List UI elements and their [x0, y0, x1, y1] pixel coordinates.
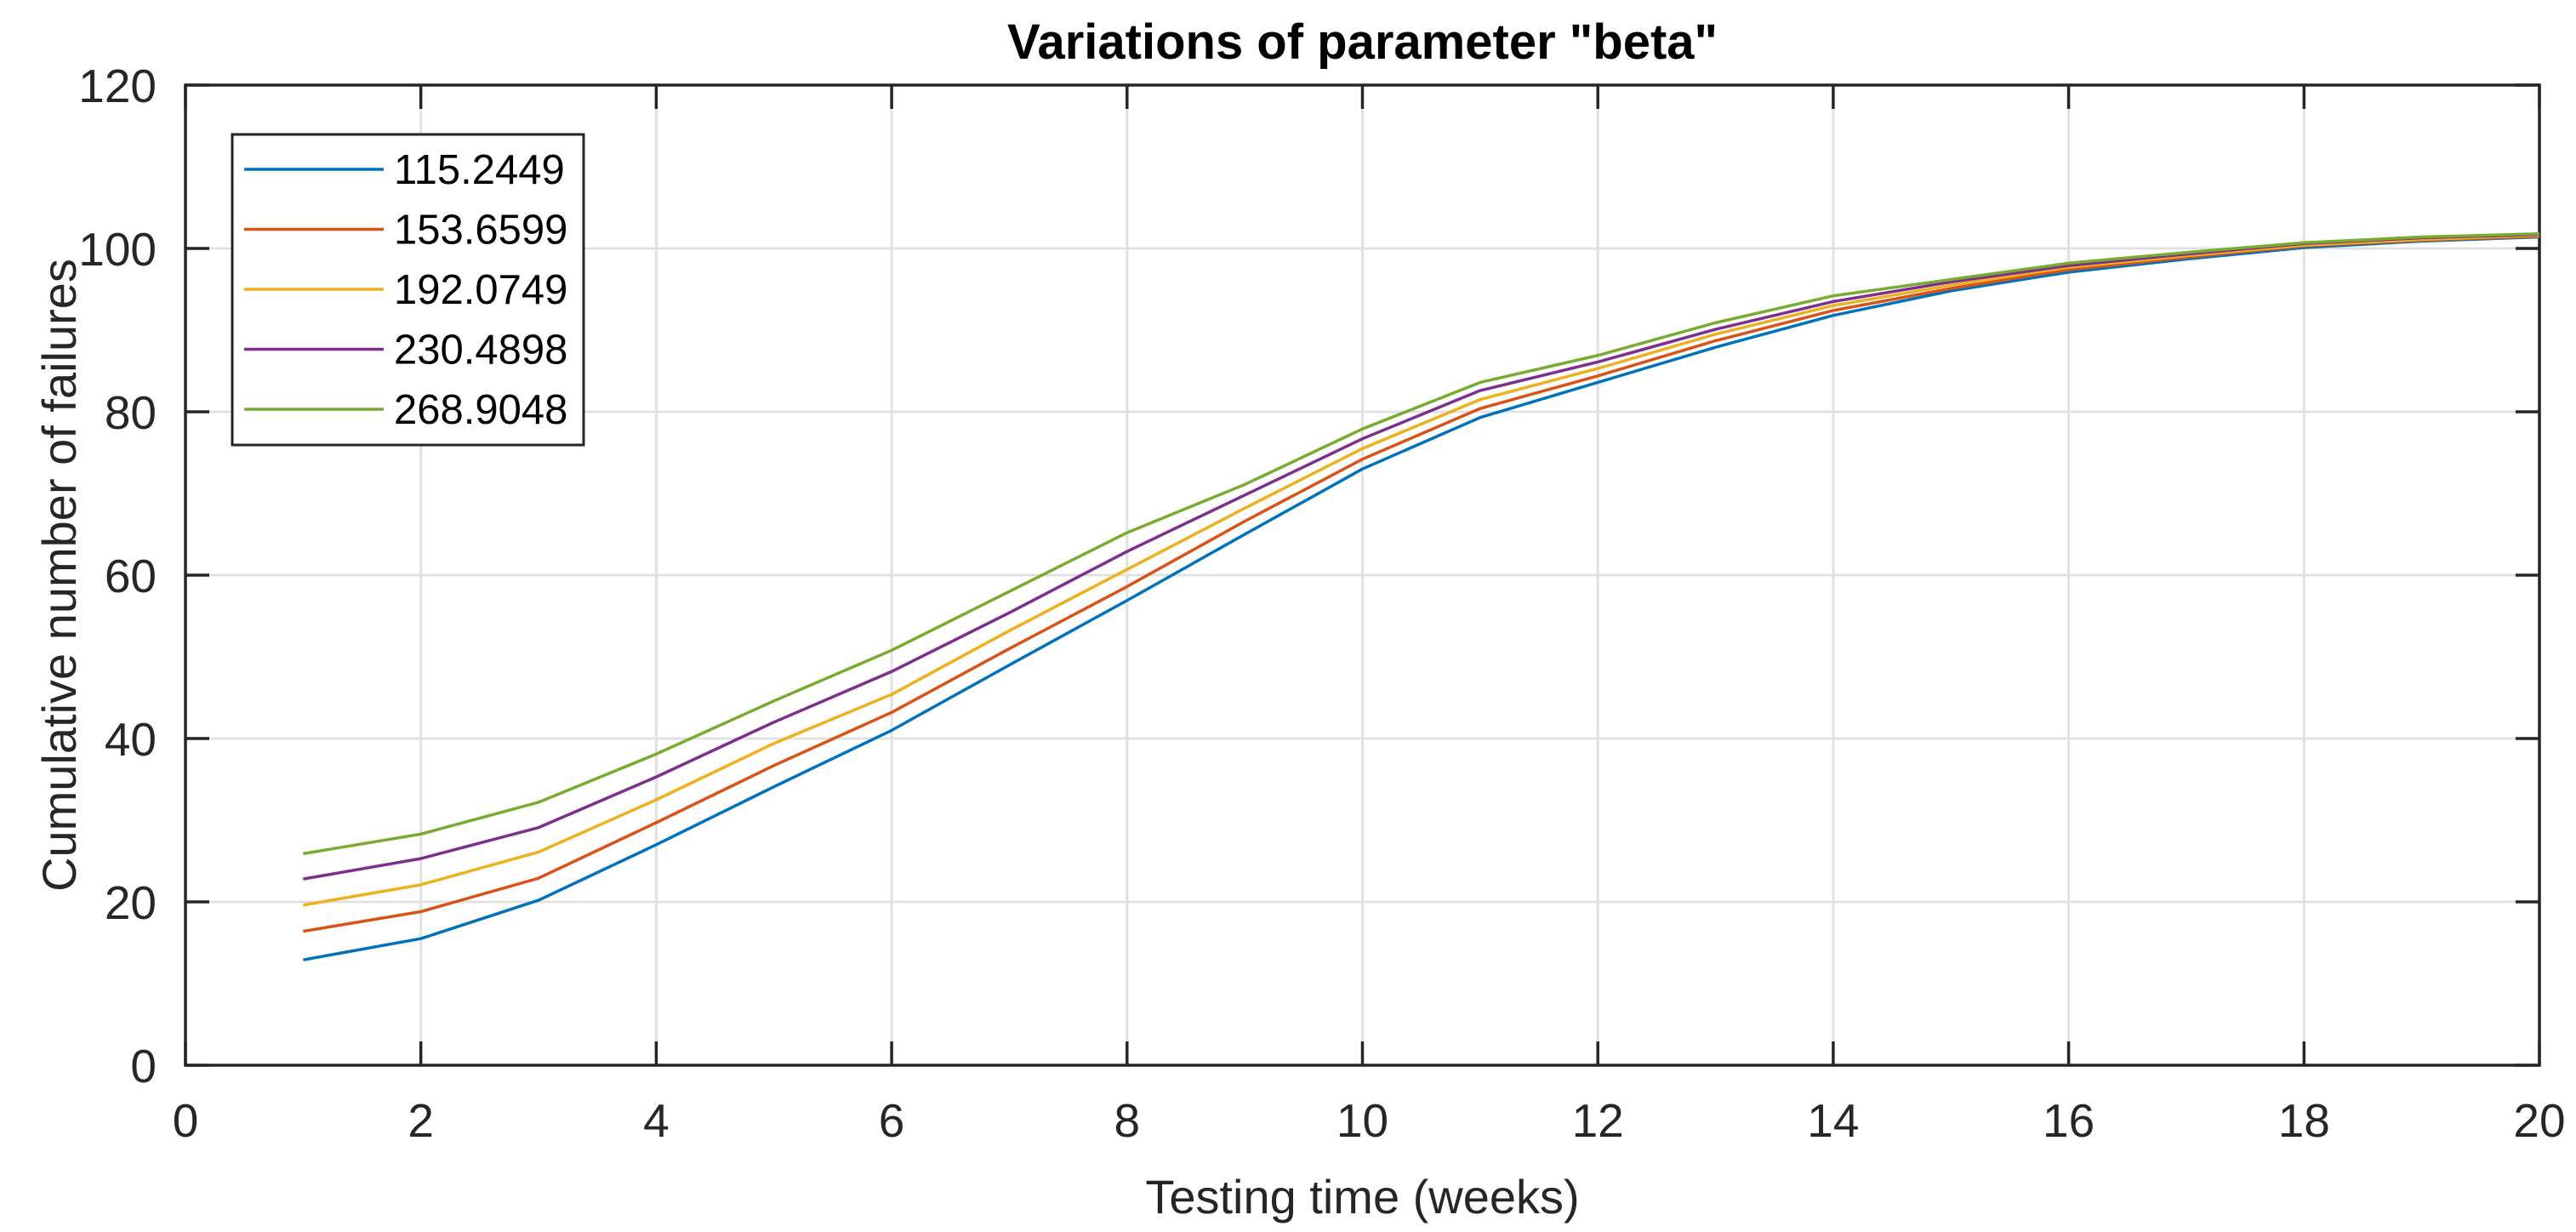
x-tick-label: 18 [2278, 1094, 2330, 1147]
legend-entry-label: 230.4898 [394, 328, 567, 374]
y-tick-label: 80 [105, 386, 157, 439]
series-line-230.4898 [303, 232, 2540, 881]
y-tick-label: 0 [130, 1040, 157, 1092]
x-tick-label: 10 [1336, 1094, 1388, 1147]
series-line-268.9048 [303, 231, 2540, 856]
y-tick-label: 60 [105, 550, 157, 602]
y-tick-label: 120 [78, 60, 157, 112]
x-tick-label: 14 [1807, 1094, 1859, 1147]
chart-title: Variations of parameter "beta" [1006, 14, 1718, 70]
y-axis-label: Cumulative number of failures [32, 259, 86, 892]
legend-entry-label: 192.0749 [394, 267, 567, 313]
x-tick-label: 8 [1114, 1094, 1141, 1147]
x-tick-label: 20 [2513, 1094, 2565, 1147]
x-axis-label: Testing time (weeks) [1145, 1170, 1580, 1223]
y-tick-label: 40 [105, 713, 157, 766]
series-line-192.0749 [303, 233, 2540, 907]
x-tick-label: 4 [643, 1094, 670, 1147]
x-tick-label: 6 [879, 1094, 905, 1147]
x-tick-label: 2 [407, 1094, 434, 1147]
series-line-115.2449 [303, 235, 2540, 961]
x-tick-label: 0 [173, 1094, 199, 1147]
legend-entry-label: 153.6599 [394, 208, 567, 254]
legend-entry-label: 115.2449 [394, 147, 565, 193]
y-tick-label: 100 [78, 223, 157, 276]
legend-entry-label: 268.9048 [394, 387, 567, 433]
x-tick-label: 12 [1572, 1094, 1624, 1147]
series-line-153.6599 [303, 234, 2540, 933]
y-tick-label: 20 [105, 876, 157, 929]
x-tick-label: 16 [2043, 1094, 2094, 1147]
